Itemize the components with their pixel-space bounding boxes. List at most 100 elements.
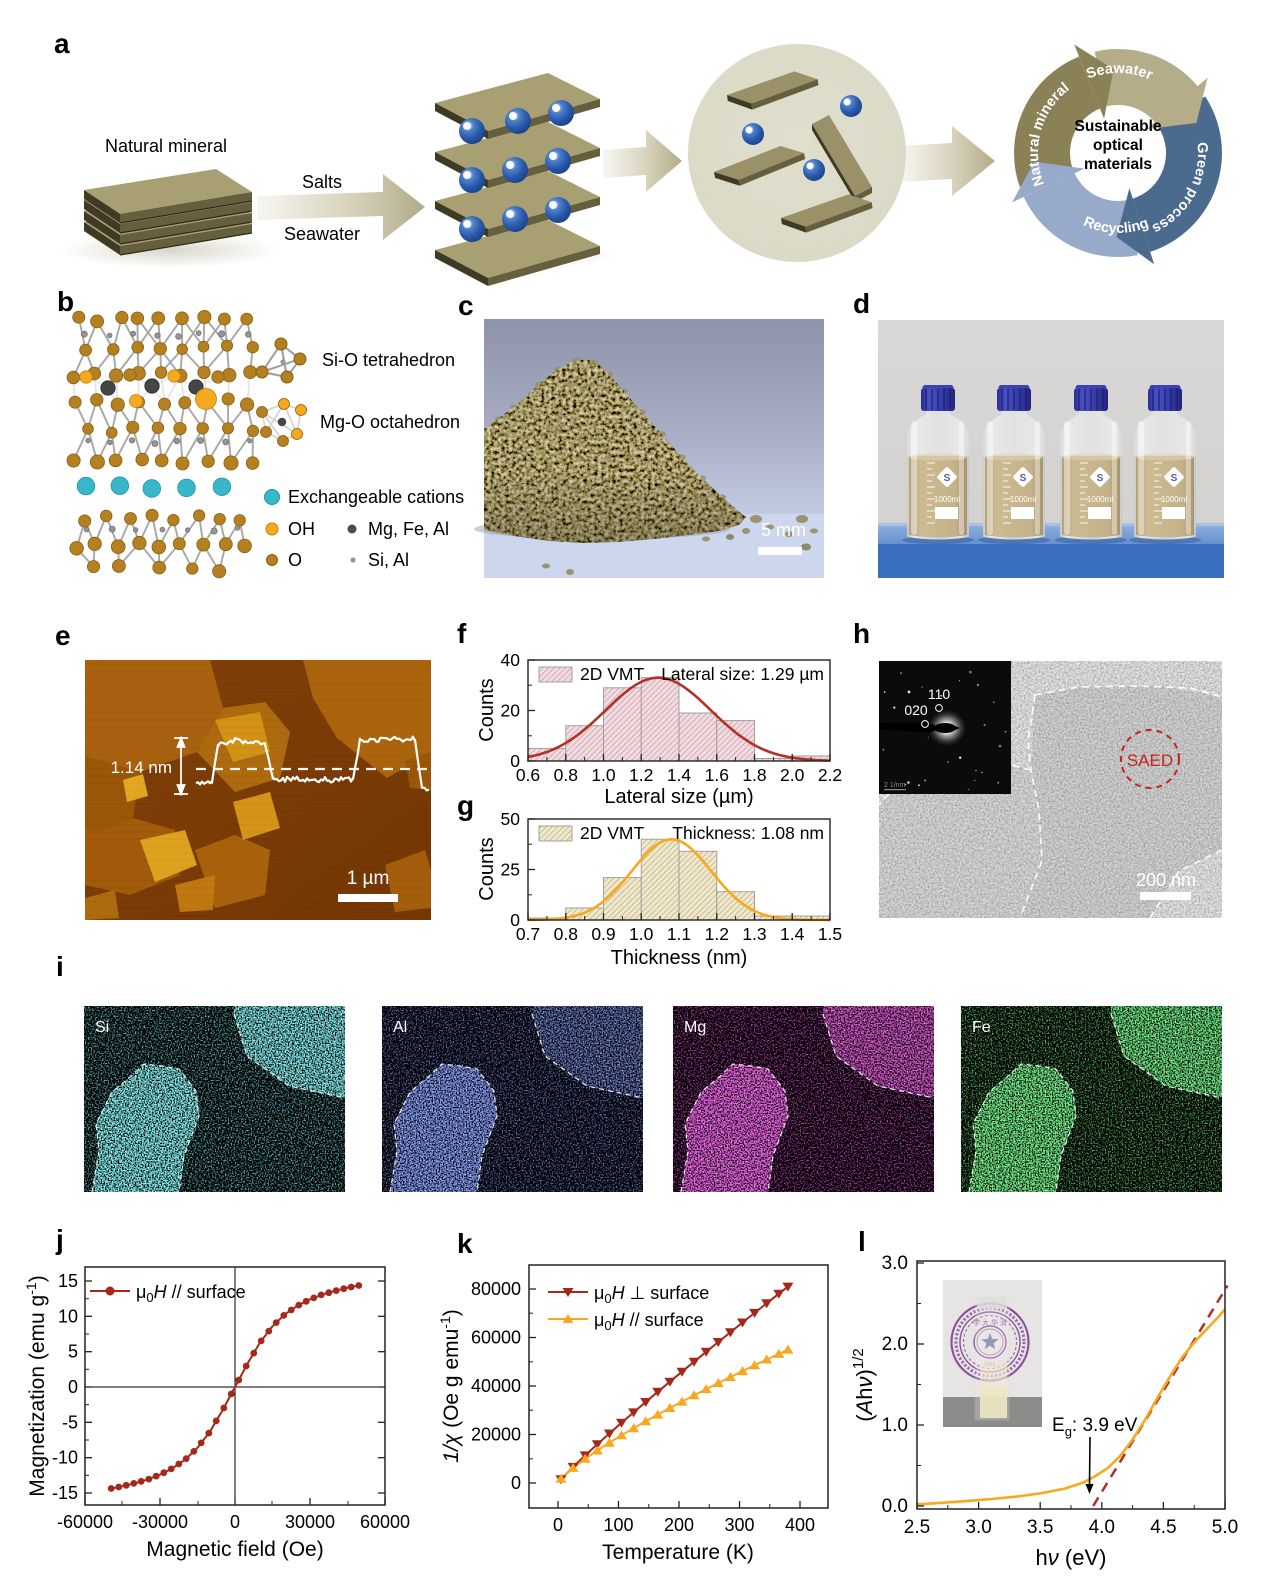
svg-text:Counts: Counts [476, 678, 498, 741]
svg-text:hν (eV): hν (eV) [1036, 1545, 1107, 1570]
svg-text:3.5: 3.5 [1027, 1517, 1053, 1538]
svg-text:-5: -5 [62, 1412, 78, 1432]
svg-text:5 mm: 5 mm [761, 520, 806, 540]
svg-text:(Ahν)1/2: (Ahν)1/2 [850, 1348, 877, 1421]
svg-text:1.0: 1.0 [629, 924, 654, 944]
svg-text:60000: 60000 [360, 1512, 410, 1532]
svg-text:Si: Si [95, 1019, 109, 1036]
svg-text:Magnetic field (Oe): Magnetic field (Oe) [146, 1538, 323, 1561]
svg-text:Al: Al [393, 1019, 407, 1036]
svg-text:Mg-O octahedron: Mg-O octahedron [320, 412, 460, 432]
svg-text:0: 0 [230, 1512, 240, 1532]
svg-text:40: 40 [501, 650, 521, 670]
svg-text:4.0: 4.0 [1089, 1517, 1115, 1538]
svg-text:0.8: 0.8 [554, 924, 578, 944]
svg-text:Seawater: Seawater [284, 224, 360, 244]
svg-text:Seawater: Seawater [1084, 61, 1155, 84]
svg-text:Fe: Fe [972, 1019, 991, 1036]
svg-text:Mg: Mg [684, 1019, 706, 1036]
svg-text:200 nm: 200 nm [1136, 870, 1196, 890]
svg-text:300: 300 [724, 1515, 754, 1535]
svg-text:-30000: -30000 [132, 1512, 188, 1532]
svg-text:OH: OH [288, 519, 315, 539]
svg-text:Temperature (K): Temperature (K) [602, 1541, 754, 1564]
svg-text:1.5: 1.5 [818, 924, 842, 944]
svg-text:1.1: 1.1 [667, 924, 691, 944]
svg-text:1.3: 1.3 [742, 924, 766, 944]
svg-text:020: 020 [904, 702, 928, 718]
svg-text:1.14 nm: 1.14 nm [111, 758, 172, 777]
svg-text:20: 20 [501, 701, 521, 721]
svg-text:10: 10 [58, 1306, 78, 1326]
svg-text:100: 100 [603, 1515, 633, 1535]
svg-text:0.8: 0.8 [554, 765, 578, 785]
svg-text:30000: 30000 [285, 1512, 335, 1532]
svg-text:20000: 20000 [471, 1425, 521, 1445]
svg-text:2D VMT: 2D VMT [580, 664, 644, 684]
svg-text:Eg: 3.9 eV: Eg: 3.9 eV [1052, 1415, 1138, 1439]
svg-text:Counts: Counts [476, 837, 498, 900]
svg-text:μ0H // surface: μ0H // surface [594, 1310, 704, 1333]
svg-text:2.5: 2.5 [904, 1517, 930, 1538]
svg-text:0: 0 [68, 1377, 78, 1397]
svg-text:Mg, Fe, Al: Mg, Fe, Al [368, 519, 449, 539]
svg-text:学 大 华 清: 学 大 华 清 [973, 1318, 1007, 1327]
svg-text:1.0: 1.0 [591, 765, 616, 785]
svg-text:-60000: -60000 [57, 1512, 113, 1532]
svg-text:Magnetization (emu g-1): Magnetization (emu g-1) [23, 1275, 49, 1496]
svg-text:Recycling: Recycling [1081, 214, 1151, 237]
svg-text:Thickness (nm): Thickness (nm) [611, 947, 748, 969]
svg-text:1.4: 1.4 [667, 765, 692, 785]
svg-text:-15: -15 [52, 1483, 78, 1503]
svg-text:15: 15 [58, 1271, 78, 1291]
svg-text:0.6: 0.6 [516, 765, 540, 785]
svg-text:3.0: 3.0 [965, 1517, 991, 1538]
svg-text:1.8: 1.8 [742, 765, 766, 785]
svg-text:O: O [288, 550, 302, 570]
svg-text:2.0: 2.0 [882, 1334, 908, 1355]
svg-text:0: 0 [553, 1515, 563, 1535]
svg-text:2.0: 2.0 [780, 765, 805, 785]
svg-text:1 µm: 1 µm [347, 868, 390, 889]
svg-text:Lateral size: 1.29 µm: Lateral size: 1.29 µm [661, 664, 824, 684]
svg-text:2 1/nm: 2 1/nm [884, 782, 906, 789]
svg-text:5.0: 5.0 [1212, 1517, 1238, 1538]
svg-text:1.2: 1.2 [705, 924, 729, 944]
svg-text:Si-O tetrahedron: Si-O tetrahedron [322, 350, 455, 370]
svg-text:25: 25 [501, 860, 520, 880]
svg-text:0.7: 0.7 [516, 924, 540, 944]
svg-text:50: 50 [501, 809, 521, 829]
svg-text:μ0H // surface: μ0H // surface [136, 1282, 246, 1305]
svg-text:1.2: 1.2 [629, 765, 653, 785]
svg-text:Si, Al: Si, Al [368, 550, 409, 570]
svg-text:0: 0 [510, 910, 520, 930]
svg-text:Exchangeable cations: Exchangeable cations [288, 487, 464, 507]
svg-text:Lateral size (µm): Lateral size (µm) [604, 786, 753, 808]
svg-text:0: 0 [511, 1473, 521, 1493]
svg-text:SAED: SAED [1127, 751, 1173, 770]
svg-text:2.2: 2.2 [818, 765, 842, 785]
svg-text:Thickness: 1.08 nm: Thickness: 1.08 nm [672, 823, 824, 843]
svg-text:-10: -10 [52, 1448, 78, 1468]
svg-text:2D VMT: 2D VMT [580, 823, 644, 843]
svg-text:0.0: 0.0 [882, 1496, 908, 1517]
svg-text:1.6: 1.6 [705, 765, 729, 785]
svg-text:μ0H ⊥ surface: μ0H ⊥ surface [594, 1283, 709, 1306]
svg-text:1.4: 1.4 [780, 924, 805, 944]
svg-text:1.0: 1.0 [882, 1415, 908, 1436]
svg-text:80000: 80000 [471, 1279, 521, 1299]
svg-text:4.5: 4.5 [1150, 1517, 1176, 1538]
svg-text:200: 200 [664, 1515, 694, 1535]
svg-text:110: 110 [928, 686, 951, 702]
svg-text:Salts: Salts [302, 172, 342, 192]
svg-text:60000: 60000 [471, 1328, 521, 1348]
svg-text:400: 400 [785, 1515, 815, 1535]
svg-text:Natural mineral: Natural mineral [105, 136, 227, 156]
svg-text:0.9: 0.9 [591, 924, 615, 944]
svg-text:1/χ (Oe g emu-1): 1/χ (Oe g emu-1) [437, 1309, 463, 1462]
svg-text:40000: 40000 [471, 1376, 521, 1396]
svg-text:5: 5 [68, 1342, 78, 1362]
svg-text:0: 0 [510, 751, 520, 771]
svg-text:3.0: 3.0 [882, 1253, 908, 1274]
